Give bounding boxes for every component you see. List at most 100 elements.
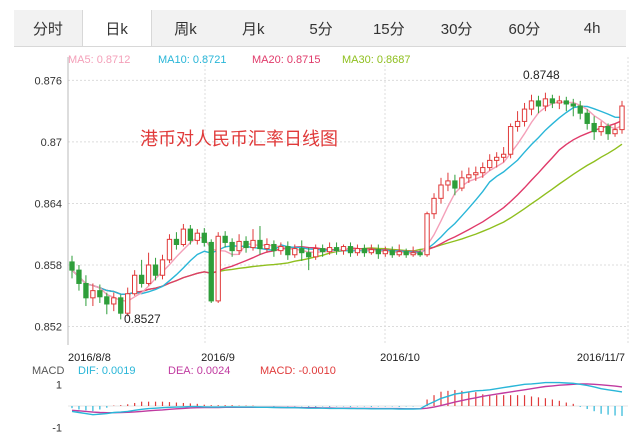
candle: [494, 152, 500, 168]
candle: [187, 225, 194, 245]
y-tick-label: 0.852: [34, 322, 62, 334]
macd-legend: MACD DIF: 0.0019 DEA: 0.0024 MACD: -0.0010: [32, 365, 336, 377]
candle: [326, 242, 333, 255]
candle-body: [466, 174, 472, 179]
candle-body: [521, 108, 528, 122]
legend-item: MA10: 0.8721: [158, 54, 227, 66]
macd-legend-item: DEA: 0.0024: [168, 365, 230, 377]
ma-legend: MA5: 0.8712 MA10: 0.8721 MA20: 0.8715 MA30:…: [68, 54, 411, 66]
candle: [549, 94, 556, 109]
candle-body: [591, 122, 597, 133]
candle: [507, 123, 514, 159]
x-axis-label: 2016/8/8: [68, 352, 111, 364]
candle-body: [236, 240, 242, 252]
candle-body: [577, 105, 583, 114]
candle: [500, 147, 507, 163]
candle-body: [417, 252, 423, 256]
y-axis-labels: 0.876 0.87 0.864 0.858 0.852: [34, 75, 62, 333]
tab-8[interactable]: 4h: [583, 19, 601, 37]
candle: [132, 270, 138, 296]
timeframe-tabs: 分时 日k 周k 月k 5分 15分 30分 60分 4h: [14, 10, 626, 47]
candle-body: [306, 252, 312, 258]
tab-4[interactable]: 5分: [309, 20, 333, 38]
candle-body: [125, 293, 131, 314]
candle-body: [264, 243, 270, 250]
candle: [292, 244, 298, 258]
candle-body: [514, 120, 521, 128]
legend-item: MA20: 0.8715: [252, 54, 321, 66]
candle-body: [138, 274, 145, 284]
tab-0[interactable]: 分时: [32, 20, 63, 38]
candle-body: [494, 156, 500, 161]
candle-body: [507, 126, 514, 155]
candle: [521, 102, 528, 127]
candle: [104, 292, 110, 315]
candle-body: [459, 177, 465, 189]
candle: [299, 240, 305, 261]
candle-body: [480, 167, 486, 174]
candle-body: [111, 297, 117, 305]
candle: [535, 95, 542, 114]
candle-body: [528, 100, 535, 110]
candle: [215, 232, 221, 303]
candle-body: [438, 184, 444, 199]
candle: [250, 229, 256, 251]
candle-body: [598, 126, 604, 133]
low-label: 0.8527: [124, 312, 161, 326]
y-tick-label: 0.87: [41, 137, 62, 149]
candle-body: [605, 126, 611, 135]
candle-body: [243, 240, 249, 249]
candle: [319, 244, 326, 257]
candlesticks: [69, 92, 625, 320]
candle-body: [166, 238, 173, 261]
x-axis-label: 2016/9: [201, 352, 235, 364]
tab-5[interactable]: 15分: [372, 20, 405, 38]
candle-body: [473, 172, 479, 176]
candle-body: [250, 239, 256, 249]
candle: [389, 246, 395, 258]
candle-body: [319, 248, 326, 253]
candle: [159, 254, 166, 280]
candle: [111, 292, 117, 312]
candle: [180, 223, 187, 247]
candle-body: [97, 290, 103, 298]
candle-body: [69, 261, 75, 271]
tab-6[interactable]: 30分: [440, 20, 473, 38]
candle-body: [584, 112, 590, 124]
candle-body: [347, 246, 354, 254]
candle-body: [500, 153, 507, 158]
candle-body: [368, 249, 375, 254]
macd-legend-item: DIF: 0.0019: [78, 365, 135, 377]
candle-body: [278, 246, 284, 252]
candle-body: [90, 290, 96, 299]
candle: [118, 294, 124, 320]
candle: [152, 257, 159, 281]
candle: [445, 172, 451, 192]
candle: [514, 111, 521, 132]
candle: [361, 244, 368, 257]
macd-y-tick: 1: [56, 379, 62, 391]
candle-body: [208, 241, 214, 302]
candle: [257, 226, 263, 255]
legend-item: MA30: 0.8687: [342, 54, 411, 66]
macd-y-tick: -1: [52, 423, 62, 435]
candle: [208, 239, 214, 303]
tab-1[interactable]: 日k: [81, 10, 152, 46]
candle-body: [549, 98, 556, 104]
candle-body: [535, 100, 542, 107]
candle-body: [180, 228, 187, 245]
candle: [236, 234, 242, 255]
candle-body: [215, 235, 221, 302]
candle: [570, 98, 576, 117]
tab-3[interactable]: 月k: [241, 20, 265, 38]
tab-2[interactable]: 周k: [174, 20, 197, 38]
candle: [403, 248, 409, 258]
candle: [528, 94, 535, 116]
candle: [542, 92, 549, 112]
candle: [138, 259, 145, 288]
candle-body: [326, 247, 333, 253]
candle-body: [619, 105, 625, 131]
candle-body: [354, 248, 361, 254]
tab-7[interactable]: 60分: [508, 20, 541, 38]
